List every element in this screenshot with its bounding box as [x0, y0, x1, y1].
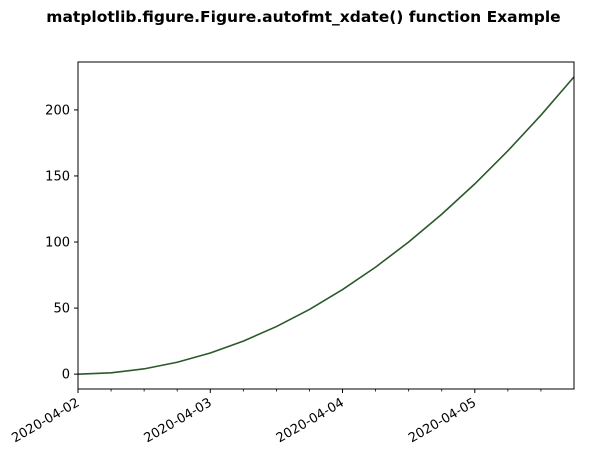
y-tick-label: 200 — [45, 103, 70, 118]
x-tick-label: 2020-04-04 — [274, 395, 347, 446]
y-tick-label: 150 — [45, 169, 70, 184]
axes-frame — [77, 61, 575, 390]
y-tick-label: 0 — [62, 368, 70, 383]
series-line-0 — [77, 76, 575, 375]
x-tick-label: 2020-04-03 — [142, 395, 215, 446]
axes: 0 50 100 150 200 2020-04-02 2020-04-03 2020-04-… — [9, 61, 575, 446]
y-tick-label: 100 — [45, 236, 70, 251]
x-tick-label: 2020-04-05 — [406, 395, 479, 446]
y-tick-label: 50 — [53, 302, 70, 317]
chart-title: matplotlib.figure.Figure.autofmt_xdate()… — [46, 8, 561, 26]
x-tick-label: 2020-04-02 — [9, 395, 82, 446]
